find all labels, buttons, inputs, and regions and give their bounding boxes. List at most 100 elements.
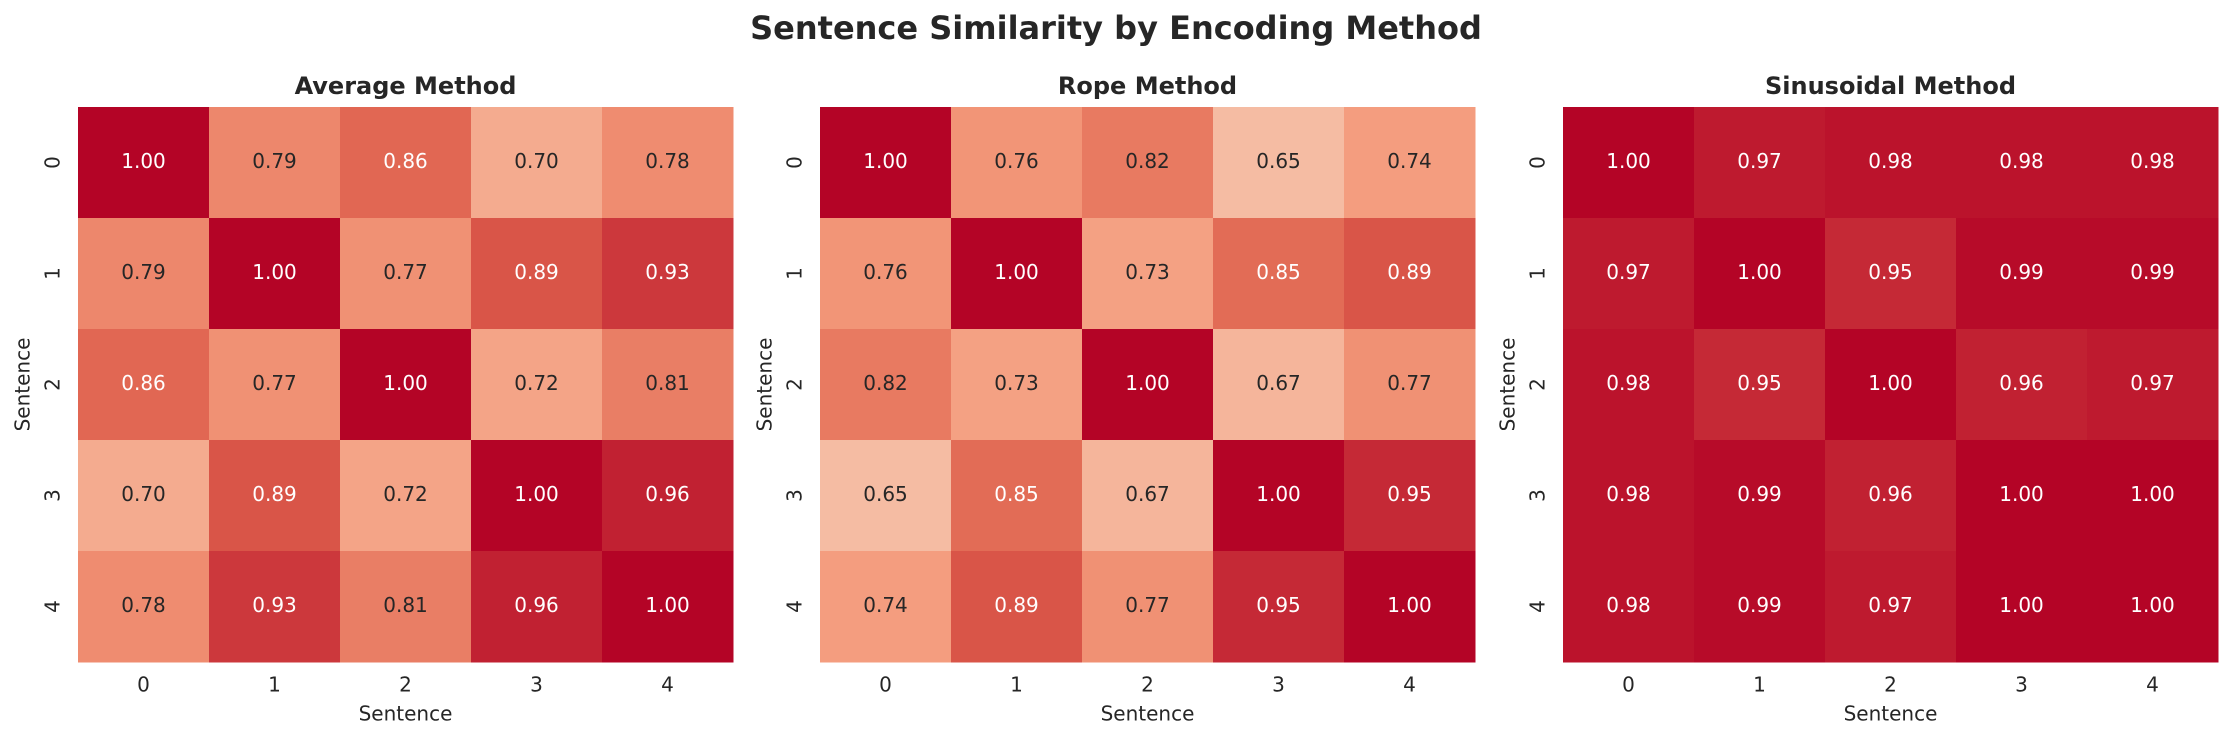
cell-label: 0.67 xyxy=(1256,371,1301,395)
heatmap-cell xyxy=(78,107,210,219)
heatmap-cell xyxy=(78,218,210,330)
y-tick-label: 1 xyxy=(1526,267,1550,280)
heatmap-cell xyxy=(1825,329,1957,441)
heatmap-cell xyxy=(1344,551,1476,663)
cell-label: 0.74 xyxy=(1387,149,1432,173)
cell-label: 1.00 xyxy=(1999,482,2044,506)
y-tick-label: 3 xyxy=(41,489,65,502)
cell-label: 0.81 xyxy=(645,371,690,395)
y-tick-label: 3 xyxy=(1526,489,1550,502)
cell-label: 0.96 xyxy=(1868,482,1913,506)
cell-label: 1.00 xyxy=(1999,593,2044,617)
cell-label: 0.99 xyxy=(1737,482,1782,506)
cell-label: 0.74 xyxy=(863,593,908,617)
cell-label: 0.95 xyxy=(1256,593,1301,617)
y-tick-label: 4 xyxy=(41,600,65,613)
cell-label: 0.93 xyxy=(645,260,690,284)
heatmap-cell xyxy=(340,218,472,330)
x-axis-label: Sentence xyxy=(359,702,453,726)
heatmap-cell xyxy=(1825,551,1957,663)
heatmap-cell xyxy=(1694,329,1826,441)
heatmap-cell xyxy=(471,329,603,441)
y-tick-label: 4 xyxy=(783,600,807,613)
heatmap-cell xyxy=(951,218,1083,330)
cell-label: 0.76 xyxy=(994,149,1039,173)
x-tick-label: 1 xyxy=(268,673,281,697)
heatmap-cell xyxy=(340,107,472,219)
heatmap-cell xyxy=(1825,440,1957,552)
x-tick-label: 2 xyxy=(399,673,412,697)
cell-label: 0.70 xyxy=(121,482,166,506)
cell-label: 0.99 xyxy=(1737,593,1782,617)
y-axis-label: Sentence xyxy=(1496,338,1520,432)
heatmap-cell xyxy=(1213,440,1345,552)
heatmap-cell xyxy=(209,440,341,552)
cell-label: 1.00 xyxy=(1606,149,1651,173)
heatmap-cell xyxy=(471,107,603,219)
y-tick-label: 0 xyxy=(1526,156,1550,169)
cell-label: 1.00 xyxy=(863,149,908,173)
x-tick-label: 4 xyxy=(661,673,674,697)
cell-label: 0.86 xyxy=(383,149,428,173)
cell-label: 0.77 xyxy=(1387,371,1432,395)
cell-label: 1.00 xyxy=(252,260,297,284)
x-tick-label: 0 xyxy=(137,673,150,697)
cell-label: 0.85 xyxy=(994,482,1039,506)
heatmap-cell xyxy=(951,440,1083,552)
cell-label: 1.00 xyxy=(2130,593,2175,617)
y-tick-label: 4 xyxy=(1526,600,1550,613)
cell-label: 0.95 xyxy=(1868,260,1913,284)
cell-label: 0.98 xyxy=(2130,149,2175,173)
cell-label: 0.72 xyxy=(514,371,559,395)
x-axis-label: Sentence xyxy=(1844,702,1938,726)
cell-label: 1.00 xyxy=(1125,371,1170,395)
x-tick-label: 3 xyxy=(530,673,543,697)
heatmap-cell xyxy=(602,329,734,441)
heatmap-cell xyxy=(602,107,734,219)
x-tick-label: 2 xyxy=(1141,673,1154,697)
cell-label: 0.82 xyxy=(863,371,908,395)
cell-label: 0.72 xyxy=(383,482,428,506)
heatmap-cell xyxy=(1563,107,1695,219)
heatmap-cell xyxy=(209,107,341,219)
cell-label: 0.98 xyxy=(1606,593,1651,617)
x-tick-label: 2 xyxy=(1884,673,1897,697)
cell-label: 0.70 xyxy=(514,149,559,173)
panel-title: Rope Method xyxy=(1058,72,1237,100)
cell-label: 0.73 xyxy=(1125,260,1170,284)
heatmap-cell xyxy=(340,329,472,441)
heatmap-cell xyxy=(2087,329,2219,441)
heatmap-cell xyxy=(1563,218,1695,330)
cell-label: 0.95 xyxy=(1387,482,1432,506)
heatmap-cell xyxy=(1825,107,1957,219)
heatmap-cell xyxy=(1213,551,1345,663)
heatmap-cell xyxy=(78,440,210,552)
y-tick-label: 2 xyxy=(41,378,65,391)
heatmap-cell xyxy=(1694,218,1826,330)
y-axis-label: Sentence xyxy=(753,338,777,432)
heatmap-cell xyxy=(1082,329,1214,441)
y-tick-label: 2 xyxy=(783,378,807,391)
heatmap-cell xyxy=(1956,329,2088,441)
cell-label: 0.81 xyxy=(383,593,428,617)
heatmap-cell xyxy=(1082,440,1214,552)
heatmap-cell xyxy=(1956,107,2088,219)
cell-label: 0.77 xyxy=(1125,593,1170,617)
cell-label: 1.00 xyxy=(2130,482,2175,506)
cell-label: 0.93 xyxy=(252,593,297,617)
heatmap-cell xyxy=(1956,551,2088,663)
heatmap-cell xyxy=(1344,329,1476,441)
cell-label: 0.86 xyxy=(121,371,166,395)
heatmap-cell xyxy=(209,218,341,330)
heatmap-cell xyxy=(471,551,603,663)
cell-label: 1.00 xyxy=(383,371,428,395)
heatmap-cell xyxy=(951,551,1083,663)
cell-label: 0.96 xyxy=(645,482,690,506)
heatmap-cell xyxy=(2087,440,2219,552)
y-tick-label: 3 xyxy=(783,489,807,502)
heatmap-cell xyxy=(1082,551,1214,663)
heatmap-cell xyxy=(602,218,734,330)
panel-title: Sinusoidal Method xyxy=(1765,72,2016,100)
cell-label: 0.76 xyxy=(863,260,908,284)
cell-label: 0.89 xyxy=(994,593,1039,617)
